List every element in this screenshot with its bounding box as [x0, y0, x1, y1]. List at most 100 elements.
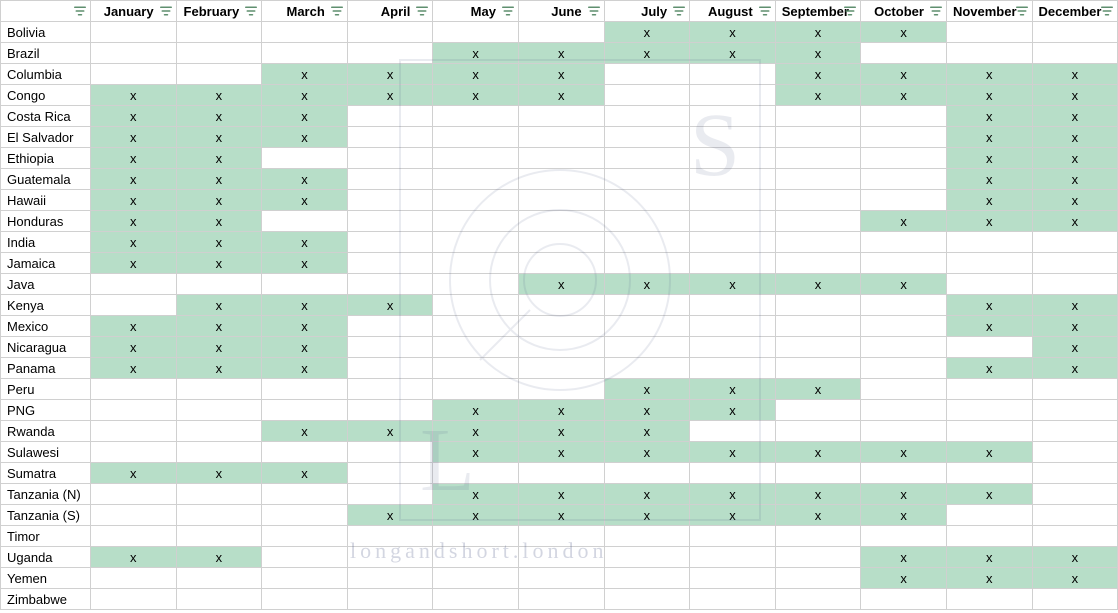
filter-icon[interactable]: [74, 5, 86, 17]
cell: [176, 526, 262, 547]
filter-icon[interactable]: [844, 5, 856, 17]
cell: [347, 526, 433, 547]
row-label: Peru: [1, 379, 91, 400]
cell: [518, 190, 604, 211]
cell: x: [91, 127, 177, 148]
row-label: PNG: [1, 400, 91, 421]
filter-icon[interactable]: [416, 5, 428, 17]
cell: [433, 358, 519, 379]
cell: [347, 127, 433, 148]
table-row: Indiaxxx: [1, 232, 1118, 253]
table-row: Sulawesixxxxxxx: [1, 442, 1118, 463]
cell: [946, 253, 1032, 274]
col-header-label: September: [782, 4, 849, 19]
cell: [690, 64, 776, 85]
cell: [775, 526, 861, 547]
cell: [775, 547, 861, 568]
row-label: Sumatra: [1, 463, 91, 484]
cell: [91, 379, 177, 400]
cell: x: [518, 400, 604, 421]
cell: x: [91, 547, 177, 568]
cell: [433, 190, 519, 211]
cell: [946, 43, 1032, 64]
table-row: El Salvadorxxxxx: [1, 127, 1118, 148]
cell: [347, 400, 433, 421]
cell: [775, 421, 861, 442]
cell: x: [946, 64, 1032, 85]
cell: x: [176, 106, 262, 127]
cell: [946, 274, 1032, 295]
cell: x: [946, 568, 1032, 589]
cell: x: [775, 274, 861, 295]
filter-icon[interactable]: [1016, 5, 1028, 17]
cell: [262, 505, 348, 526]
filter-icon[interactable]: [1101, 5, 1113, 17]
filter-icon[interactable]: [673, 5, 685, 17]
table-row: Mexicoxxxxx: [1, 316, 1118, 337]
cell: x: [176, 337, 262, 358]
row-label: Honduras: [1, 211, 91, 232]
cell: [690, 589, 776, 610]
filter-icon[interactable]: [759, 5, 771, 17]
cell: [433, 253, 519, 274]
cell: [518, 589, 604, 610]
cell: [433, 316, 519, 337]
filter-icon[interactable]: [502, 5, 514, 17]
cell: x: [690, 400, 776, 421]
cell: x: [262, 232, 348, 253]
filter-icon[interactable]: [245, 5, 257, 17]
col-header-label: March: [286, 4, 324, 19]
cell: [690, 148, 776, 169]
cell: [604, 148, 690, 169]
table-row: Tanzania (S)xxxxxxx: [1, 505, 1118, 526]
cell: x: [262, 106, 348, 127]
cell: [518, 547, 604, 568]
cell: x: [262, 64, 348, 85]
cell: x: [861, 505, 947, 526]
col-header-label: February: [184, 4, 240, 19]
cell: x: [176, 127, 262, 148]
cell: x: [1032, 547, 1118, 568]
harvest-table: JanuaryFebruaryMarchAprilMayJuneJulyAugu…: [0, 0, 1118, 610]
cell: [604, 589, 690, 610]
row-label: Yemen: [1, 568, 91, 589]
cell: [433, 148, 519, 169]
cell: [690, 169, 776, 190]
cell: x: [604, 379, 690, 400]
filter-icon[interactable]: [160, 5, 172, 17]
cell: x: [1032, 316, 1118, 337]
filter-icon[interactable]: [331, 5, 343, 17]
cell: [604, 253, 690, 274]
cell: [604, 190, 690, 211]
filter-icon[interactable]: [930, 5, 942, 17]
cell: x: [946, 547, 1032, 568]
cell: [946, 589, 1032, 610]
row-label: Tanzania (N): [1, 484, 91, 505]
col-header: September: [775, 1, 861, 22]
cell: [433, 232, 519, 253]
table-row: Ethiopiaxxxx: [1, 148, 1118, 169]
cell: [91, 589, 177, 610]
cell: [433, 295, 519, 316]
cell: [518, 568, 604, 589]
filter-icon[interactable]: [588, 5, 600, 17]
cell: [861, 358, 947, 379]
cell: [861, 463, 947, 484]
cell: [518, 316, 604, 337]
table-row: PNGxxxx: [1, 400, 1118, 421]
cell: x: [262, 127, 348, 148]
cell: x: [1032, 337, 1118, 358]
table-row: Kenyaxxxxx: [1, 295, 1118, 316]
cell: [775, 295, 861, 316]
cell: [1032, 463, 1118, 484]
col-header: November: [946, 1, 1032, 22]
row-label: Rwanda: [1, 421, 91, 442]
cell: [347, 253, 433, 274]
cell: [604, 547, 690, 568]
cell: [518, 148, 604, 169]
cell: [946, 526, 1032, 547]
cell: [262, 484, 348, 505]
cell: [347, 169, 433, 190]
cell: x: [262, 85, 348, 106]
cell: [176, 442, 262, 463]
